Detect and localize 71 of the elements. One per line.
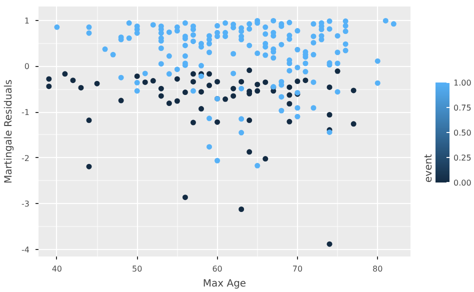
point [134, 73, 140, 79]
y-tick-label: -1 [22, 108, 30, 118]
point [198, 89, 204, 95]
point [246, 118, 252, 124]
point [190, 120, 196, 126]
point [150, 78, 156, 84]
y-tick-label: -2 [22, 154, 30, 163]
point [350, 121, 356, 127]
point [174, 76, 180, 82]
point [246, 149, 252, 155]
point [86, 164, 92, 170]
point [142, 79, 148, 85]
point [238, 206, 244, 212]
point [78, 84, 84, 90]
x-tick-label: 40 [52, 264, 62, 274]
y-axis-title: Martingale Residuals [4, 80, 15, 184]
point [182, 90, 188, 96]
y-tick-label: 1 [24, 16, 30, 26]
color-bar-label: 0.00 [454, 178, 472, 188]
point [46, 76, 52, 82]
point [190, 78, 196, 84]
point [230, 86, 236, 92]
point [286, 84, 292, 90]
point [262, 156, 268, 162]
point [158, 93, 164, 99]
point [350, 88, 356, 94]
y-tick-label: -3 [22, 200, 30, 209]
point [206, 82, 212, 88]
color-bar-label: 1.00 [454, 78, 472, 88]
color-bar-label: 0.50 [454, 128, 472, 138]
point [70, 78, 76, 84]
point [94, 80, 100, 86]
point [326, 112, 332, 118]
point [294, 78, 300, 84]
point [198, 106, 204, 112]
point [214, 78, 220, 84]
color-bar-label: 0.75 [454, 104, 472, 112]
x-tick-label: 70 [292, 264, 303, 274]
x-tick-label: 80 [372, 264, 383, 274]
point [174, 98, 180, 104]
point [214, 119, 220, 125]
y-tick-label: -4 [22, 246, 30, 255]
point [262, 79, 268, 85]
color-bar-title: event [424, 154, 434, 182]
point [222, 96, 228, 102]
point [46, 84, 52, 90]
point [190, 71, 196, 77]
point [206, 71, 212, 77]
point [326, 84, 332, 90]
color-bar-label: 0.25 [454, 154, 472, 162]
point [182, 194, 188, 200]
point [254, 88, 260, 94]
point [326, 241, 332, 247]
point [246, 68, 252, 74]
x-tick-label: 50 [132, 264, 142, 274]
point [86, 118, 92, 124]
x-axis-title: Max Age [202, 278, 246, 290]
point [286, 92, 292, 98]
point [62, 71, 68, 77]
point [302, 78, 308, 84]
point [230, 93, 236, 99]
x-tick-label: 60 [212, 264, 222, 274]
y-tick-label: 0 [24, 62, 30, 72]
point [286, 118, 292, 124]
point [118, 98, 124, 104]
point [286, 101, 292, 106]
point [254, 82, 260, 88]
point [238, 78, 244, 84]
point [334, 68, 340, 74]
point [166, 100, 172, 106]
point [158, 86, 164, 92]
